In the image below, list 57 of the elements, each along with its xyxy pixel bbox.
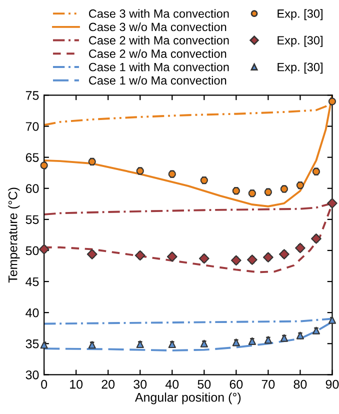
- point: [280, 334, 288, 342]
- legend-label: Case 2 w/o Ma convection: [89, 49, 226, 58]
- legend-label: Case 2 with Ma convection: [89, 36, 229, 45]
- x-tick-label: 30: [134, 380, 147, 389]
- point: [40, 341, 48, 349]
- point: [38, 244, 50, 254]
- point: [136, 340, 144, 348]
- legend-label: Case 1 with Ma convection: [89, 62, 229, 72]
- point: [311, 234, 322, 244]
- point: [248, 337, 256, 345]
- y-tick-label: 30: [26, 370, 39, 380]
- point: [88, 341, 96, 349]
- x-tick-label: 80: [294, 380, 307, 389]
- point: [328, 98, 336, 106]
- legend-label: Case 1 w/o Ma convection: [89, 76, 226, 85]
- point: [231, 255, 242, 266]
- point: [168, 340, 176, 348]
- legend-label: Case 3 w/o Ma convection: [89, 22, 226, 32]
- y-tick-label: 75: [26, 91, 39, 100]
- x-tick-label: 20: [102, 380, 115, 389]
- point: [279, 249, 290, 260]
- x-tick-label: 50: [198, 380, 211, 389]
- point: [198, 253, 210, 264]
- point: [40, 162, 48, 170]
- y-tick-label: 50: [26, 246, 39, 256]
- x-axis-title: Angular position (°): [134, 392, 241, 404]
- y-tick-label: 35: [26, 339, 39, 348]
- point: [295, 242, 306, 254]
- x-tick-label: 90: [326, 380, 339, 389]
- y-tick-label: 65: [26, 153, 39, 162]
- point: [263, 252, 274, 262]
- x-tick-label: 0: [41, 380, 48, 389]
- y-tick-label: 70: [26, 122, 39, 131]
- legend-label: Exp. [30]: [278, 62, 322, 74]
- x-tick-label: 10: [70, 380, 83, 389]
- legend-label: Exp. [30]: [278, 9, 322, 20]
- point: [296, 332, 304, 340]
- legend-label: Case 3 with Ma convection: [89, 9, 229, 18]
- y-axis-title: Temperature (°C): [8, 188, 20, 283]
- x-tick-label: 60: [230, 380, 243, 389]
- point: [312, 326, 320, 334]
- y-tick-label: 60: [26, 184, 39, 194]
- point: [232, 338, 240, 346]
- point: [327, 198, 338, 208]
- y-tick-label: 40: [26, 308, 39, 318]
- x-tick-label: 70: [262, 380, 275, 389]
- point: [134, 250, 146, 261]
- point: [328, 316, 336, 324]
- y-tick-label: 55: [26, 215, 39, 224]
- point: [200, 340, 208, 348]
- point: [264, 336, 272, 344]
- y-tick-label: 45: [26, 277, 39, 286]
- legend-label: Exp. [30]: [278, 36, 322, 47]
- point: [247, 254, 258, 265]
- point: [86, 249, 98, 260]
- x-tick-label: 40: [165, 380, 179, 389]
- point: [166, 252, 178, 262]
